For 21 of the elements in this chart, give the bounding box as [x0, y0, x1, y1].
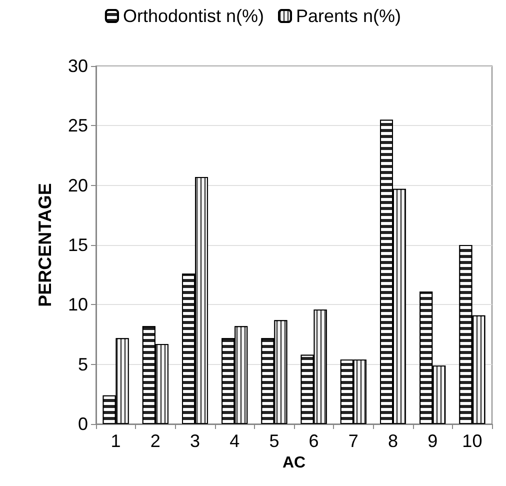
x-axis-title: AC — [282, 454, 306, 472]
x-tick-label: 6 — [308, 431, 319, 451]
y-tick-label: 30 — [68, 56, 88, 76]
x-tick-label: 10 — [462, 431, 482, 451]
y-tick-label: 15 — [68, 235, 88, 255]
y-tick-label: 5 — [78, 354, 88, 374]
x-tick-label: 7 — [348, 431, 358, 451]
legend-label: Parents n(%) — [296, 6, 402, 26]
x-tick-label: 4 — [230, 431, 240, 451]
y-tick-label: 10 — [68, 294, 88, 315]
x-tick-label: 8 — [388, 431, 398, 451]
x-tick-label: 9 — [428, 431, 438, 451]
x-tick-label: 3 — [190, 431, 200, 451]
x-tick-label: 2 — [150, 431, 160, 451]
x-tick-label: 1 — [110, 431, 121, 451]
y-tick-label: 25 — [68, 116, 88, 136]
y-tick-label: 20 — [68, 175, 88, 196]
y-axis-title: PERCENTAGE — [35, 183, 55, 307]
x-tick-label: 5 — [269, 431, 280, 451]
legend-label: Orthodontist n(%) — [122, 6, 264, 26]
y-tick-label: 0 — [78, 414, 88, 434]
